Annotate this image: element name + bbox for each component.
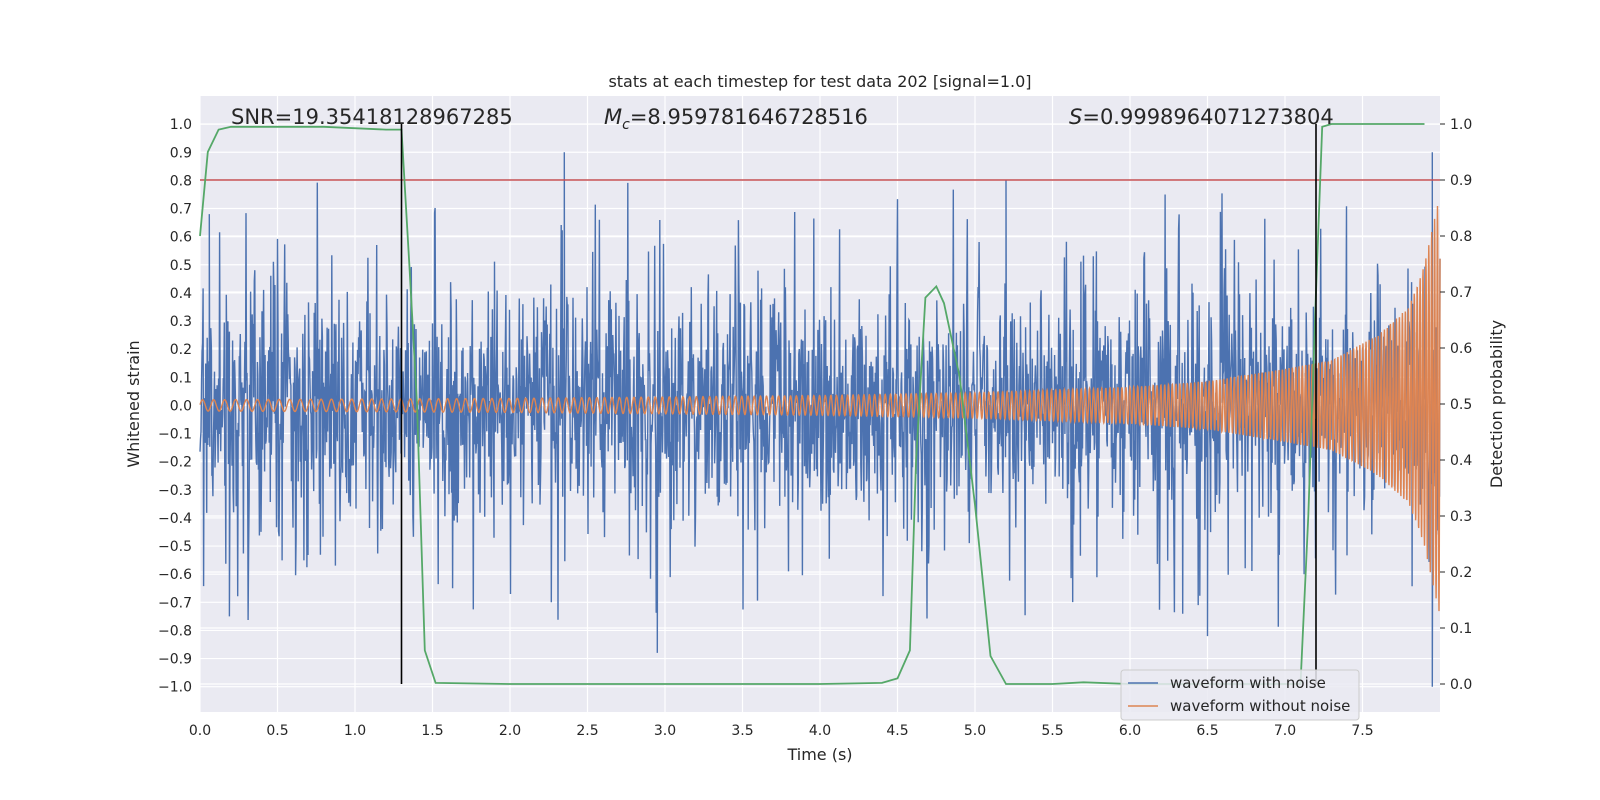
y-tick-label: −0.6 — [158, 567, 192, 583]
y2-tick-label: 0.1 — [1450, 621, 1472, 637]
chirp-mass-value: =8.959781646728516 — [630, 105, 868, 129]
x-tick-label: 0.0 — [189, 723, 211, 739]
legend-box — [1120, 669, 1360, 721]
y2-tick-label: 0.4 — [1450, 453, 1472, 469]
y2-axis-label: Detection probability — [1487, 320, 1506, 488]
s-annotation: S=0.9998964071273804 — [1069, 105, 1334, 129]
y-tick-label: 0.9 — [170, 145, 192, 161]
y-tick-label: −0.1 — [158, 427, 192, 443]
legend-label-clean: waveform without noise — [1170, 697, 1350, 715]
y-tick-label: 0.8 — [170, 173, 192, 189]
chart-title: stats at each timestep for test data 202… — [608, 72, 1031, 91]
x-tick-label: 7.5 — [1351, 723, 1373, 739]
series-waveform-without-noise — [199, 205, 1441, 612]
x-tick-label: 6.0 — [1119, 723, 1141, 739]
chirp-mass-annotation: Mc=8.959781646728516 — [604, 105, 868, 133]
y2-tick-label: 0.0 — [1450, 677, 1472, 693]
x-tick-label: 2.5 — [576, 723, 598, 739]
y-tick-label: −0.2 — [158, 455, 192, 471]
x-tick-label: 4.5 — [886, 723, 908, 739]
chirp-mass-symbol: M — [604, 105, 622, 129]
y-tick-label: 0.7 — [170, 202, 192, 218]
y-tick-label: −0.4 — [158, 511, 192, 527]
y-tick-label: 0.6 — [170, 230, 192, 246]
legend: waveform with noise waveform without noi… — [1120, 669, 1360, 721]
y2-tick-label: 0.6 — [1450, 341, 1472, 357]
y-tick-label: −0.8 — [158, 623, 192, 639]
y-tick-label: −0.7 — [158, 595, 192, 611]
s-symbol: S — [1069, 105, 1082, 129]
x-tick-label: 2.0 — [499, 723, 521, 739]
y2-tick-label: 0.7 — [1450, 285, 1472, 301]
snr-annotation: SNR=19.35418128967285 — [231, 105, 513, 129]
y2-tick-label: 0.3 — [1450, 509, 1472, 525]
x-tick-label: 5.5 — [1041, 723, 1063, 739]
x-tick-label: 4.0 — [809, 723, 831, 739]
y-tick-label: 0.3 — [170, 314, 192, 330]
y-tick-label: 0.5 — [170, 258, 192, 274]
y-tick-label: 0.2 — [170, 342, 192, 358]
marker-layer — [400, 124, 1317, 684]
y-tick-label: 0.0 — [170, 398, 192, 414]
y-tick-label: −0.5 — [158, 539, 192, 555]
y-tick-label: 1.0 — [170, 117, 192, 133]
x-tick-label: 3.0 — [654, 723, 676, 739]
y2-tick-label: 0.2 — [1450, 565, 1472, 581]
y-tick-label: −0.9 — [158, 652, 192, 668]
y-tick-label: 0.1 — [170, 370, 192, 386]
y-axis-label: Whitened strain — [124, 340, 143, 467]
x-tick-label: 3.5 — [731, 723, 753, 739]
x-tick-label: 0.5 — [266, 723, 288, 739]
y2-tick-label: 0.9 — [1450, 173, 1472, 189]
x-tick-label: 5.0 — [964, 723, 986, 739]
x-tick-label: 1.5 — [421, 723, 443, 739]
x-tick-label: 1.0 — [344, 723, 366, 739]
chirp-mass-subscript: c — [622, 117, 630, 133]
y2-tick-label: 0.8 — [1450, 229, 1472, 245]
y-tick-label: 0.4 — [170, 286, 192, 302]
y-tick-label: −1.0 — [158, 680, 192, 696]
clean-series-layer — [199, 205, 1441, 612]
s-value: =0.9998964071273804 — [1082, 105, 1333, 129]
y2-tick-label: 1.0 — [1450, 117, 1472, 133]
y-tick-label: −0.3 — [158, 483, 192, 499]
tick-labels: 0.0 0.5 1.0 1.5 2.0 2.5 3.0 3.5 4.0 4.5 5.0 5.5 6.0 6… — [158, 117, 1472, 739]
x-tick-label: 7.0 — [1274, 723, 1296, 739]
x-axis-label: Time (s) — [786, 745, 852, 764]
x-tick-label: 6.5 — [1196, 723, 1218, 739]
y2-tick-label: 0.5 — [1450, 397, 1472, 413]
legend-label-noise: waveform with noise — [1170, 674, 1326, 692]
